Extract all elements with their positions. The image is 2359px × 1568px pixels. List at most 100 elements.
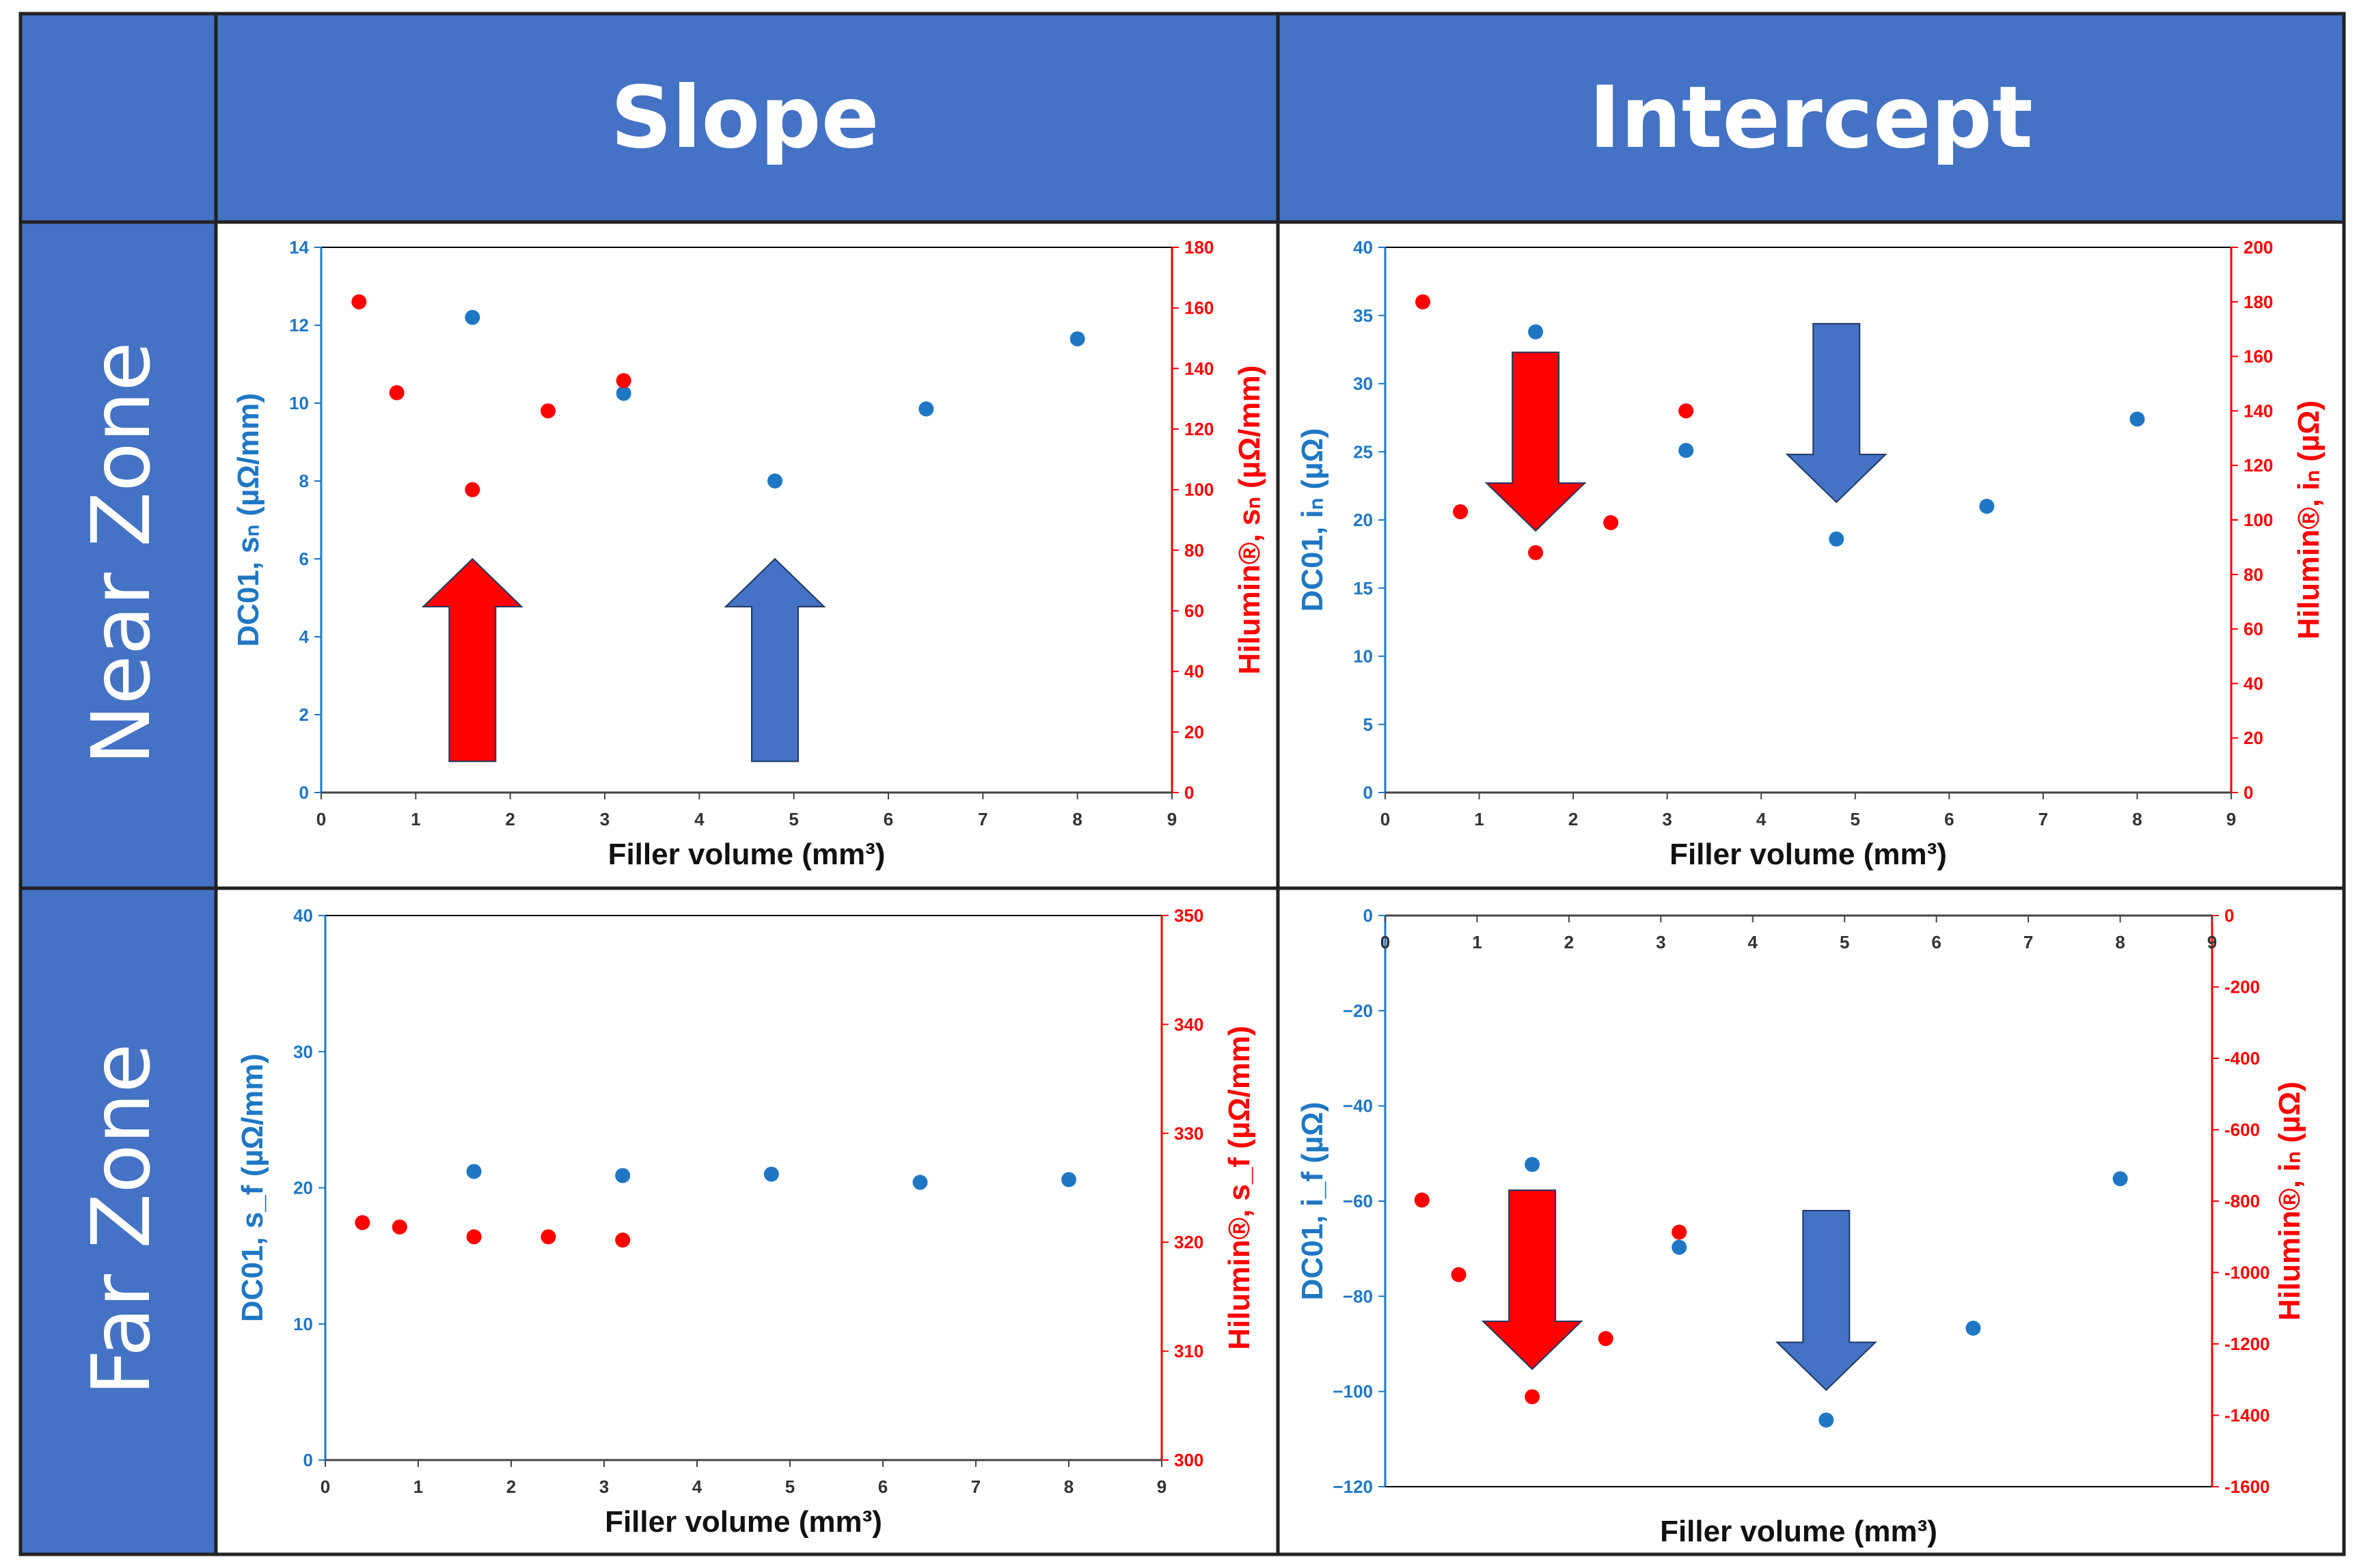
- hilumin-data-point: [1451, 1267, 1467, 1282]
- x-tick-label: 3: [600, 809, 610, 829]
- right-y-tick-label: 180: [1184, 237, 1214, 258]
- hilumin-data-point: [1414, 1192, 1430, 1208]
- x-tick-label: 2: [1568, 809, 1578, 829]
- right-y-tick-label: -1400: [2224, 1405, 2270, 1426]
- right-y-tick-label: 60: [2244, 619, 2263, 639]
- right-y-tick-label: -1600: [2224, 1476, 2270, 1497]
- trend-arrow-blue-down: [1785, 322, 1887, 504]
- table-grid: [18, 12, 2346, 1556]
- hilumin-data-point: [466, 1229, 482, 1245]
- dc01-data-point: [1061, 1172, 1076, 1187]
- right-y-tick-label: 160: [1184, 298, 1214, 318]
- left-y-tick-label: 12: [289, 315, 309, 335]
- left-y-tick-label: 20: [1353, 510, 1373, 530]
- dc01-data-point: [2112, 1171, 2128, 1187]
- dc01-data-point: [1829, 531, 1844, 547]
- right-y-axis-label: Hilumin®, iₙ (µΩ): [2273, 1082, 2306, 1321]
- dc01-data-point: [918, 401, 934, 417]
- right-y-tick-label: 60: [1184, 601, 1204, 621]
- hilumin-data-point: [1528, 545, 1544, 560]
- x-tick-label: 7: [978, 809, 987, 829]
- left-y-tick-label: 10: [293, 1314, 313, 1334]
- right-y-tick-label: 140: [2244, 400, 2273, 421]
- left-y-tick-label: 0: [1363, 905, 1373, 926]
- trend-arrow-red-down: [1481, 1189, 1583, 1371]
- plot-area: [1385, 247, 2232, 793]
- x-tick-label: 1: [411, 809, 420, 829]
- x-tick-label: 3: [1662, 809, 1672, 829]
- left-y-tick-label: 30: [1353, 374, 1373, 394]
- right-y-axis-label: Hilumin®, sₙ (µΩ/mm): [1233, 366, 1266, 675]
- x-tick-label: 1: [1472, 932, 1482, 952]
- left-y-tick-label: −20: [1343, 1000, 1373, 1021]
- x-tick-label: 7: [971, 1476, 981, 1497]
- right-y-axis-label: Hilumin®, s_f (µΩ/mm): [1223, 1026, 1256, 1349]
- x-tick-label: 8: [1064, 1476, 1074, 1497]
- hilumin-data-point: [1415, 294, 1431, 310]
- left-y-tick-label: 30: [293, 1041, 313, 1062]
- x-tick-label: 5: [785, 1476, 795, 1497]
- right-y-tick-label: 140: [1184, 358, 1214, 379]
- x-tick-label: 8: [2132, 809, 2142, 829]
- trend-arrow-blue-down: [1775, 1209, 1877, 1391]
- left-y-axis-label: DC01, iₙ (µΩ): [1296, 428, 1329, 612]
- dc01-data-point: [1069, 331, 1085, 346]
- dc01-data-point: [466, 1164, 482, 1179]
- trend-arrow-blue-up: [724, 558, 826, 762]
- left-y-tick-label: −100: [1333, 1381, 1373, 1402]
- trend-arrow-red-down: [1484, 351, 1587, 532]
- hilumin-data-point: [389, 385, 405, 400]
- hilumin-data-point: [1678, 403, 1694, 419]
- left-y-tick-label: 40: [1353, 237, 1373, 258]
- dc01-data-point: [615, 1168, 631, 1183]
- right-y-tick-label: 40: [2244, 673, 2263, 693]
- x-tick-label: 9: [1157, 1476, 1167, 1497]
- left-y-tick-label: 10: [289, 393, 309, 413]
- hilumin-data-point: [1603, 514, 1619, 530]
- right-y-tick-label: 40: [1184, 661, 1204, 682]
- dc01-data-point: [465, 310, 480, 325]
- right-y-tick-label: 160: [2244, 346, 2273, 367]
- left-y-tick-label: 8: [299, 471, 309, 491]
- right-y-tick-label: 20: [2244, 728, 2263, 748]
- dc01-data-point: [1979, 499, 1995, 514]
- right-y-tick-label: 200: [2244, 237, 2273, 258]
- left-y-tick-label: 15: [1353, 578, 1373, 599]
- right-y-tick-label: -600: [2224, 1120, 2260, 1140]
- right-y-tick-label: 330: [1174, 1123, 1203, 1144]
- right-y-tick-label: 100: [1184, 480, 1214, 500]
- right-y-tick-label: 0: [2224, 905, 2234, 926]
- x-tick-label: 2: [505, 809, 515, 829]
- dc01-data-point: [616, 385, 631, 401]
- x-tick-label: 9: [2207, 932, 2217, 952]
- x-tick-label: 8: [2115, 932, 2125, 952]
- left-y-tick-label: 14: [289, 237, 309, 258]
- x-axis-label: Filler volume (mm³): [1669, 838, 1947, 871]
- hilumin-data-point: [1525, 1389, 1540, 1405]
- left-y-tick-label: −120: [1333, 1476, 1373, 1497]
- left-y-tick-label: −60: [1343, 1191, 1373, 1211]
- x-tick-label: 9: [2226, 809, 2236, 829]
- header-intercept: Intercept: [1589, 68, 2033, 167]
- x-axis-label: Filler volume (mm³): [605, 1505, 882, 1539]
- left-y-tick-label: −80: [1343, 1286, 1373, 1306]
- x-tick-label: 0: [316, 809, 326, 829]
- right-y-tick-label: 320: [1174, 1232, 1203, 1252]
- left-y-axis-label: DC01, i_f (µΩ): [1296, 1102, 1329, 1300]
- chart-far-zone-slope: 0 1 2 3 4 5 6 7 8 9 0 10 20 30 40 300 310 320 330 340 350 Fil…: [236, 905, 1256, 1539]
- hilumin-data-point: [616, 373, 631, 389]
- left-y-tick-label: 0: [303, 1450, 313, 1470]
- left-y-tick-label: 40: [293, 905, 313, 926]
- dc01-data-point: [1965, 1321, 1981, 1336]
- x-tick-label: 4: [694, 809, 705, 829]
- header-background: [21, 14, 2344, 222]
- x-tick-label: 6: [878, 1476, 888, 1497]
- chart-far-zone-intercept: 0 1 2 3 4 5 6 7 8 90−20−40−60−80−100−1200-200-400…: [1296, 905, 2306, 1548]
- x-tick-label: 0: [1380, 809, 1390, 829]
- left-y-axis-label: DC01, sₙ (µΩ/mm): [232, 393, 265, 647]
- x-axis-label: Filler volume (mm³): [1660, 1515, 1937, 1548]
- dc01-data-point: [767, 473, 782, 489]
- x-tick-label: 6: [1931, 932, 1941, 952]
- left-y-tick-label: −40: [1343, 1096, 1373, 1116]
- row-label-near-zone: Near Zone: [74, 342, 168, 765]
